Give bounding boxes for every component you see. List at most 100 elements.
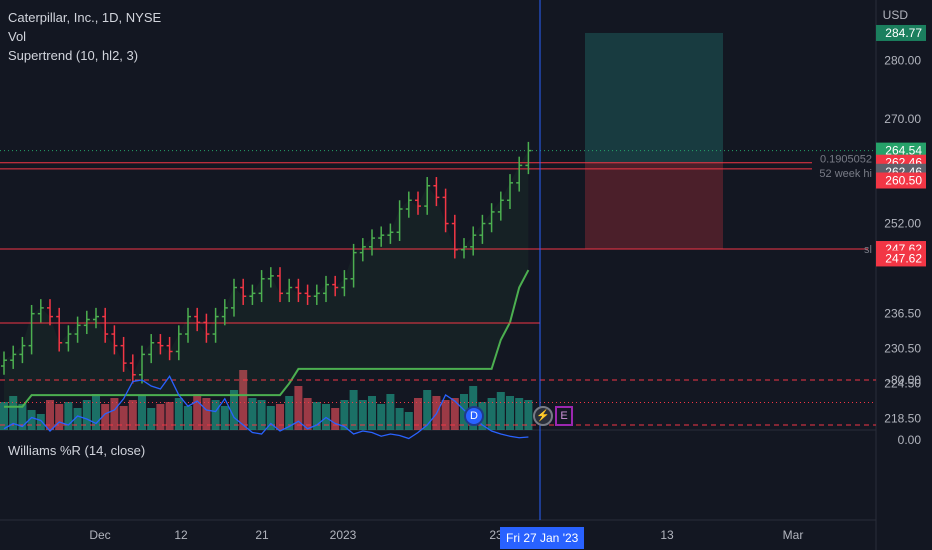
volume-bar: [82, 400, 91, 430]
price-tag: [876, 142, 926, 159]
volume-bar: [349, 390, 358, 430]
volume-bar: [441, 400, 450, 430]
crosshair-date-label: Fri 27 Jan '23: [500, 527, 585, 549]
price-tick-label: 280.00: [884, 54, 921, 68]
volume-bar: [64, 402, 73, 430]
price-tag: [876, 24, 926, 41]
volume-bar: [395, 408, 404, 430]
volume-bar: [138, 396, 146, 430]
volume-bar: [202, 398, 211, 430]
volume-bar: [285, 396, 294, 430]
volume-bar: [18, 404, 27, 430]
volume-bar: [331, 408, 340, 430]
volume-bar: [27, 410, 36, 430]
williams-r-series: [0, 374, 876, 440]
volume-bar: [487, 398, 496, 430]
legend-title[interactable]: Caterpillar, Inc., 1D, NYSE: [8, 10, 162, 25]
volume-bar: [423, 390, 432, 430]
time-tick-label: 12: [174, 528, 188, 542]
volume-bar: [55, 404, 64, 430]
volume-bar: [524, 400, 533, 430]
volume-bar: [147, 408, 156, 430]
volume-bar: [404, 412, 413, 430]
volume-bar: [496, 392, 505, 430]
position-box[interactable]: [585, 32, 723, 250]
earnings-badge[interactable]: E: [555, 406, 573, 426]
williams-line: [3, 374, 529, 440]
axes: 280.00 270.00 252.00 236.50 230.50 224.50 218.…: [89, 0, 926, 542]
legend-vol[interactable]: Vol: [8, 29, 27, 44]
price-tick-label: 218.50: [884, 411, 921, 425]
price-tag: [876, 250, 926, 267]
time-tick-label: 23: [489, 528, 503, 542]
volume-bar: [101, 404, 110, 430]
stop-loss-label: sl: [864, 244, 872, 256]
volume-bar: [119, 406, 128, 430]
time-tick-label: 2023: [330, 528, 357, 542]
split-badge[interactable]: ⚡: [533, 406, 553, 426]
volume-bar: [368, 396, 376, 430]
volume-bar: [276, 404, 284, 430]
volume-bar: [156, 404, 165, 430]
price-tick-label: 270.00: [884, 112, 921, 126]
volume-bar: [220, 406, 229, 430]
volume-bar: [46, 400, 54, 430]
fib-line-label: 0.1905052: [820, 154, 872, 166]
supertrend-fill: [4, 150, 529, 407]
volume-bar: [266, 406, 275, 430]
price-tick-label: 224.50: [884, 376, 921, 390]
time-tick-label: 21: [255, 528, 269, 542]
volume-bar: [414, 398, 422, 430]
price-tag-label: 247.62: [885, 251, 922, 265]
volume-bar: [230, 390, 238, 430]
volume-bar: [211, 400, 220, 430]
time-tick-label: Mar: [783, 528, 804, 542]
volume-bar: [165, 402, 174, 430]
price-tick-label: 230.50: [884, 342, 921, 356]
volume-bar: [303, 398, 312, 430]
wr-tick-label: 0.00: [898, 433, 922, 447]
volume-bar: [184, 406, 192, 430]
supertrend-series: [4, 150, 530, 408]
horizontal-lines[interactable]: 0.1905052 52 week hi sl: [0, 150, 876, 324]
volume-bar: [294, 386, 303, 430]
profit-zone: [585, 32, 723, 163]
price-tag-label: 284.77: [885, 26, 922, 40]
volume-bar: [506, 396, 514, 430]
price-tick-label: 236.50: [884, 307, 921, 321]
volume-bar: [515, 398, 524, 430]
volume-bar: [0, 402, 8, 430]
volume-bar: [377, 404, 386, 430]
supertrend-line: [4, 269, 530, 408]
loss-zone: [585, 162, 723, 250]
volume-bar: [36, 414, 45, 430]
volume-bar: [257, 400, 266, 430]
candle-series: [1, 141, 532, 384]
time-tick-label: 13: [660, 528, 674, 542]
time-tick-label: Dec: [89, 528, 110, 542]
price-tick-label: 252.00: [884, 217, 921, 231]
volume-bar: [340, 400, 349, 430]
volume-bar: [73, 408, 82, 430]
legend-supertrend[interactable]: Supertrend (10, hl2, 3): [8, 48, 139, 63]
wr-tick-label: -80.00: [887, 373, 921, 387]
legend-williams[interactable]: Williams %R (14, close): [8, 443, 146, 458]
volume-bar: [174, 398, 183, 430]
volume-bar: [9, 396, 18, 430]
volume-bar: [92, 394, 100, 430]
volume-bar: [450, 398, 459, 430]
volume-bar: [312, 402, 321, 430]
price-tag: [876, 172, 926, 189]
volume-bar: [248, 398, 257, 430]
week-high-label: 52 week hi: [819, 168, 872, 180]
currency-label: USD: [882, 8, 908, 22]
volume-bar: [239, 370, 248, 430]
price-tag-label: 264.54: [885, 144, 922, 158]
price-tag-label: 260.50: [885, 174, 922, 188]
volume-bar: [193, 394, 202, 430]
volume-bar: [128, 400, 137, 430]
volume-bar: [386, 394, 395, 430]
dividend-badge[interactable]: D: [464, 406, 484, 426]
volume-bar: [358, 400, 367, 430]
